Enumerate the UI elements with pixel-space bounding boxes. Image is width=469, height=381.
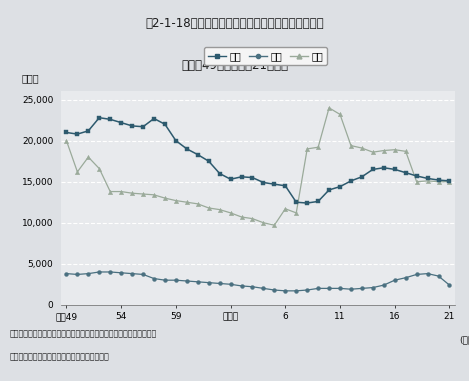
Text: 資料：環境省『騒音規制法施行状況調査』、『振動規制法施行状況調: 資料：環境省『騒音規制法施行状況調査』、『振動規制法施行状況調 xyxy=(9,330,157,339)
Text: (年度): (年度) xyxy=(459,335,469,344)
Legend: 騒音, 振動, 悪臭: 騒音, 振動, 悪臭 xyxy=(204,47,327,65)
Text: （件）: （件） xyxy=(22,73,39,83)
Text: （昭和49年度〜平成21年度）: （昭和49年度〜平成21年度） xyxy=(181,59,288,72)
Text: 図2-1-18　騒音・振動・悪臭に係る苦情件数の推移: 図2-1-18 騒音・振動・悪臭に係る苦情件数の推移 xyxy=(145,17,324,30)
Text: 査』、『悪臭防止法施行状況調査』より作成: 査』、『悪臭防止法施行状況調査』より作成 xyxy=(9,352,109,362)
